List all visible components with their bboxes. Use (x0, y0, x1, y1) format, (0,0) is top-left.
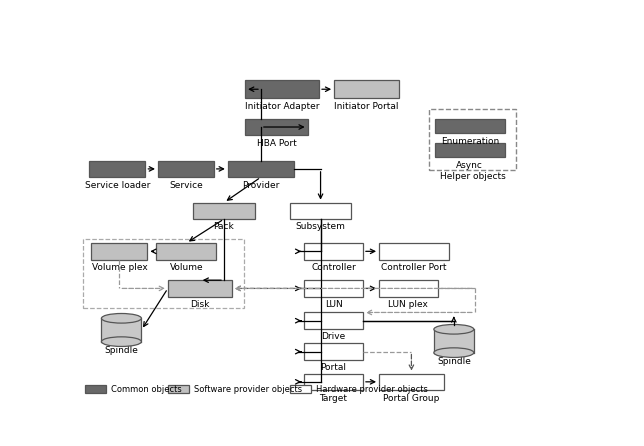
FancyBboxPatch shape (379, 280, 438, 297)
Text: Software provider objects: Software provider objects (194, 384, 302, 393)
FancyBboxPatch shape (290, 202, 351, 219)
FancyBboxPatch shape (168, 385, 189, 393)
FancyBboxPatch shape (304, 243, 363, 260)
FancyBboxPatch shape (156, 243, 216, 260)
Text: Spindle: Spindle (104, 346, 138, 355)
Text: Portal: Portal (321, 363, 346, 372)
FancyBboxPatch shape (304, 280, 363, 297)
FancyBboxPatch shape (290, 385, 311, 393)
Text: Pack: Pack (214, 223, 234, 231)
FancyBboxPatch shape (304, 343, 363, 360)
FancyBboxPatch shape (334, 80, 399, 98)
Text: Async: Async (457, 161, 483, 169)
Text: Controller: Controller (311, 263, 356, 272)
Text: HBA Port: HBA Port (256, 139, 296, 148)
FancyBboxPatch shape (86, 385, 106, 393)
Text: Controller Port: Controller Port (381, 263, 447, 272)
FancyBboxPatch shape (168, 280, 232, 297)
Text: Service loader: Service loader (85, 181, 150, 190)
Text: Target: Target (319, 393, 348, 402)
Text: Subsystem: Subsystem (296, 223, 345, 231)
Text: Enumeration: Enumeration (440, 136, 499, 146)
Text: Spindle: Spindle (437, 357, 471, 366)
FancyBboxPatch shape (435, 144, 505, 157)
Text: LUN: LUN (325, 300, 343, 309)
Text: LUN plex: LUN plex (388, 300, 428, 309)
FancyBboxPatch shape (435, 120, 505, 133)
FancyBboxPatch shape (379, 243, 449, 260)
FancyBboxPatch shape (304, 313, 363, 329)
Ellipse shape (434, 348, 474, 357)
FancyBboxPatch shape (193, 202, 255, 219)
FancyBboxPatch shape (245, 80, 319, 98)
Text: Drive: Drive (321, 332, 346, 341)
FancyBboxPatch shape (158, 161, 214, 177)
Bar (434, 329, 474, 353)
Ellipse shape (102, 314, 142, 323)
Text: Volume: Volume (169, 263, 203, 272)
Text: Service: Service (169, 181, 203, 190)
FancyBboxPatch shape (91, 243, 147, 260)
Text: Provider: Provider (242, 181, 279, 190)
Text: Portal Group: Portal Group (383, 393, 440, 402)
Text: Initiator Portal: Initiator Portal (334, 102, 399, 111)
Ellipse shape (434, 325, 474, 334)
Bar (102, 318, 142, 342)
Text: Initiator Adapter: Initiator Adapter (245, 102, 319, 111)
Text: Hardware provider objects: Hardware provider objects (316, 384, 428, 393)
FancyBboxPatch shape (228, 161, 294, 177)
Text: Common objects: Common objects (111, 384, 182, 393)
Text: Disk: Disk (190, 300, 209, 309)
FancyBboxPatch shape (245, 119, 308, 135)
Ellipse shape (102, 337, 142, 347)
Text: Volume plex: Volume plex (91, 263, 147, 272)
FancyBboxPatch shape (90, 161, 146, 177)
FancyBboxPatch shape (379, 374, 444, 390)
Text: Helper objects: Helper objects (440, 172, 506, 181)
FancyBboxPatch shape (304, 374, 363, 390)
